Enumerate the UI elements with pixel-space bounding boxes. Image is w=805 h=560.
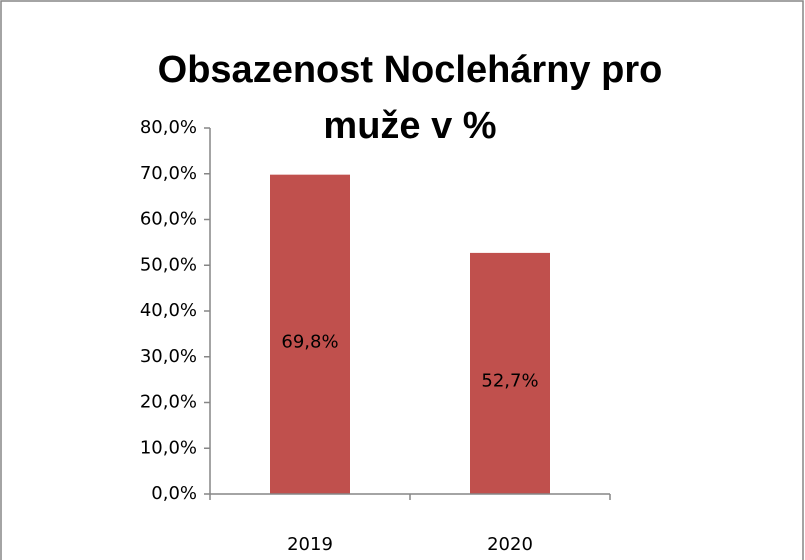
bar — [470, 252, 550, 494]
y-tick-label: 10,0% — [140, 437, 197, 458]
y-tick-label: 30,0% — [140, 346, 197, 367]
y-tick-label: 60,0% — [140, 209, 197, 230]
x-tick-label: 2019 — [287, 534, 333, 555]
x-tick-label: 2020 — [487, 534, 533, 555]
y-tick-label: 70,0% — [140, 163, 197, 184]
chart-title: muže v % — [323, 105, 496, 147]
data-label: 69,8% — [281, 331, 338, 352]
y-tick-label: 40,0% — [140, 300, 197, 321]
y-tick-label: 0,0% — [151, 483, 197, 504]
y-tick-label: 50,0% — [140, 254, 197, 275]
chart-title: Obsazenost Noclehárny pro — [158, 49, 663, 91]
data-label: 52,7% — [481, 370, 538, 391]
y-tick-label: 80,0% — [140, 117, 197, 138]
y-tick-label: 20,0% — [140, 392, 197, 413]
bar — [270, 174, 350, 495]
